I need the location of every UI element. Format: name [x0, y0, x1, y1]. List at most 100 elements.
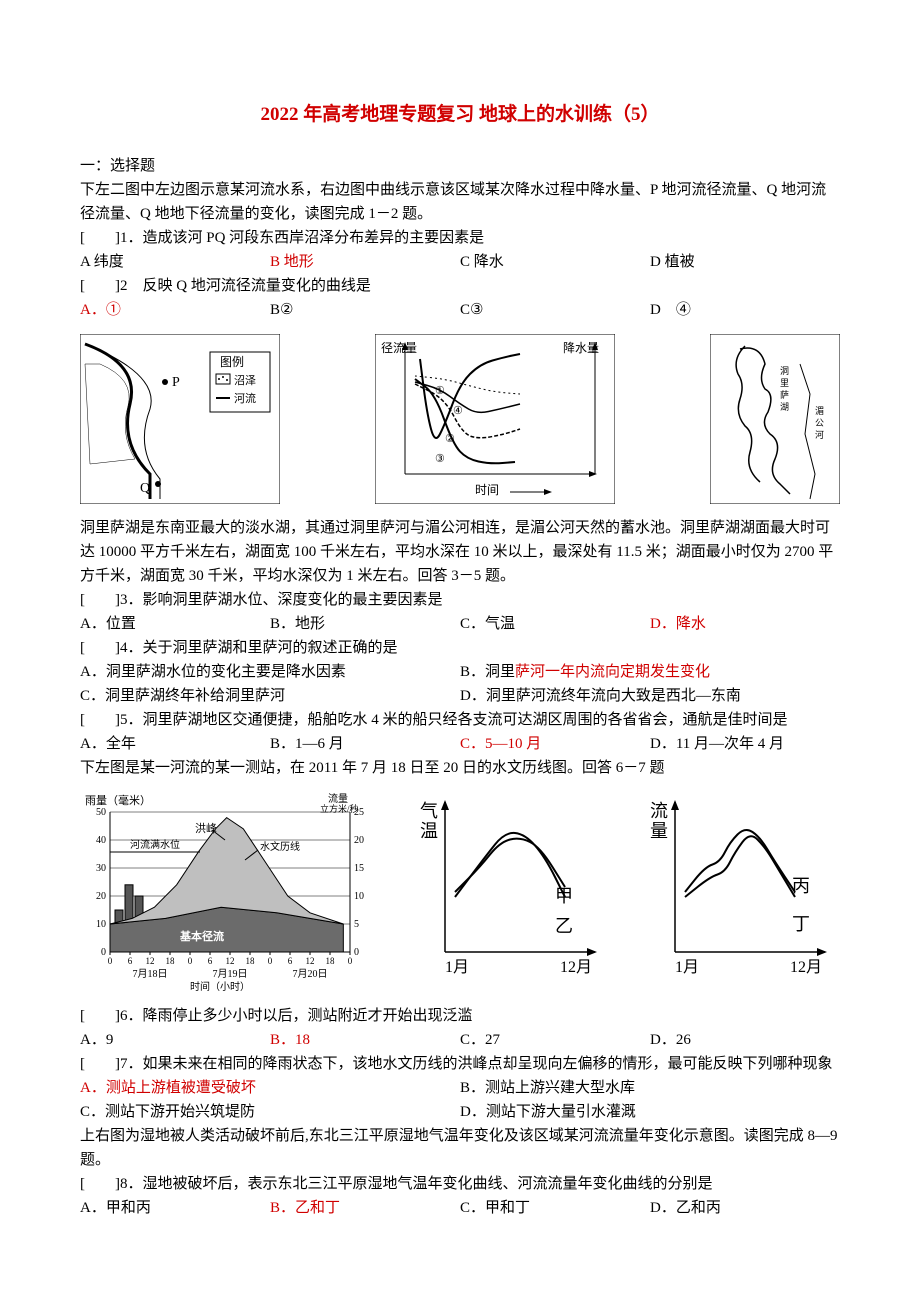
figures-q6-8: 雨量（毫米） 流量 立方米/秒 01020304050 0510152025 河…: [80, 792, 840, 992]
svg-text:12月: 12月: [790, 959, 822, 976]
q6-options: A．9 B．18 C．27 D．26: [80, 1028, 840, 1052]
q6-b: B．18: [270, 1028, 460, 1052]
svg-text:①: ①: [435, 385, 445, 397]
svg-text:乙: 乙: [555, 916, 573, 936]
svg-text:公: 公: [815, 418, 824, 428]
q4-cd: C．洞里萨湖终年补给洞里萨河 D．洞里萨河流终年流向大致是西北—东南: [80, 684, 840, 708]
svg-text:降水量: 降水量: [563, 341, 599, 355]
svg-text:时间: 时间: [475, 483, 499, 497]
svg-text:7月20日: 7月20日: [293, 968, 328, 980]
svg-text:③: ③: [435, 453, 445, 465]
svg-text:0: 0: [108, 956, 113, 966]
svg-text:河: 河: [815, 429, 824, 440]
q7-c: C．测站下游开始兴筑堤防: [80, 1100, 460, 1124]
fig-temp-chart: 气 温 甲 乙 1月 12月: [410, 792, 610, 982]
svg-text:温: 温: [420, 821, 438, 841]
q4-c: C．洞里萨湖终年补给洞里萨河: [80, 684, 460, 708]
svg-text:6: 6: [128, 956, 133, 966]
svg-text:1月: 1月: [675, 959, 699, 976]
svg-text:0: 0: [268, 956, 273, 966]
q1: [ ]1．造成该河 PQ 河段东西岸沼泽分布差异的主要因素是: [80, 226, 840, 250]
q2-b: B②: [270, 298, 460, 322]
svg-text:10: 10: [96, 919, 106, 930]
svg-text:20: 20: [96, 891, 106, 902]
q8-a: A．甲和丙: [80, 1196, 270, 1220]
q4-ab: A．洞里萨湖水位的变化主要是降水因素 B．洞里萨河一年内流向定期发生变化: [80, 660, 840, 684]
q5: [ ]5．洞里萨湖地区交通便捷，船舶吃水 4 米的船只经各支流可达湖区周围的各省…: [80, 708, 840, 732]
fig-runoff-curves: 径流量 降水量 时间 ① ④ ② ③: [375, 334, 615, 504]
svg-text:12: 12: [226, 956, 235, 966]
svg-text:甲: 甲: [555, 886, 573, 906]
svg-text:雨量（毫米）: 雨量（毫米）: [85, 793, 151, 807]
q1-options: A 纬度 B 地形 C 降水 D 植被: [80, 250, 840, 274]
svg-text:径流量: 径流量: [381, 341, 417, 355]
svg-text:丁: 丁: [792, 914, 810, 934]
q3-b: B．地形: [270, 612, 460, 636]
svg-text:湄: 湄: [815, 406, 824, 416]
fig-hydrograph: 雨量（毫米） 流量 立方米/秒 01020304050 0510152025 河…: [80, 792, 380, 992]
svg-text:基本径流: 基本径流: [179, 929, 224, 943]
svg-text:0: 0: [101, 947, 106, 958]
q6-a: A．9: [80, 1028, 270, 1052]
fig-lake-map: 洞 里 萨 湖 湄 公 河: [710, 334, 840, 504]
q2-options: A．① B② C③ D ④: [80, 298, 840, 322]
svg-text:30: 30: [96, 863, 106, 874]
q3-options: A．位置 B．地形 C．气温 D．降水: [80, 612, 840, 636]
svg-text:里: 里: [780, 378, 789, 388]
svg-text:15: 15: [354, 863, 364, 874]
q2-a: A．①: [80, 298, 270, 322]
q3-c: C．气温: [460, 612, 650, 636]
q5-c: C．5—10 月: [460, 732, 650, 756]
svg-text:洞: 洞: [780, 366, 789, 376]
svg-text:沼泽: 沼泽: [234, 373, 256, 387]
svg-text:1月: 1月: [445, 959, 469, 976]
svg-text:0: 0: [348, 956, 353, 966]
q5-d: D．11 月—次年 4 月: [650, 732, 840, 756]
svg-text:0: 0: [188, 956, 193, 966]
intro-q3-5: 洞里萨湖是东南亚最大的淡水湖，其通过洞里萨河与湄公河相连，是湄公河天然的蓄水池。…: [80, 516, 840, 588]
q7-d: D．测站下游大量引水灌溉: [460, 1100, 840, 1124]
svg-text:Q: Q: [140, 481, 150, 496]
intro-q6-7: 下左图是某一河流的某一测站，在 2011 年 7 月 18 日至 20 日的水文…: [80, 756, 840, 780]
svg-text:18: 18: [166, 956, 176, 966]
q3-d: D．降水: [650, 612, 840, 636]
q4-b: B．洞里萨河一年内流向定期发生变化: [460, 660, 840, 684]
svg-text:7月18日: 7月18日: [133, 968, 168, 980]
svg-text:6: 6: [288, 956, 293, 966]
q6: [ ]6．降雨停止多少小时以后，测站附近才开始出现泛滥: [80, 1004, 840, 1028]
svg-text:18: 18: [246, 956, 256, 966]
svg-text:25: 25: [354, 807, 364, 818]
svg-text:河流: 河流: [234, 391, 256, 405]
svg-text:水文历线: 水文历线: [260, 840, 300, 853]
q4-d: D．洞里萨河流终年流向大致是西北—东南: [460, 684, 840, 708]
q8: [ ]8．湿地被破坏后，表示东北三江平原湿地气温年变化曲线、河流流量年变化曲线的…: [80, 1172, 840, 1196]
q3: [ ]3．影响洞里萨湖水位、深度变化的最主要因素是: [80, 588, 840, 612]
q2-d: D ④: [650, 298, 840, 322]
svg-text:流: 流: [650, 801, 668, 821]
q7-a: A．测站上游植被遭受破坏: [80, 1076, 460, 1100]
svg-text:7月19日: 7月19日: [213, 968, 248, 980]
q3-a: A．位置: [80, 612, 270, 636]
q2: [ ]2 反映 Q 地河流径流量变化的曲线是: [80, 274, 840, 298]
svg-text:时间（小时）: 时间（小时）: [190, 980, 250, 992]
q6-d: D．26: [650, 1028, 840, 1052]
svg-text:12月: 12月: [560, 959, 592, 976]
svg-text:6: 6: [208, 956, 213, 966]
fig-river-map: P Q 图例 沼泽 河流: [80, 334, 280, 504]
q1-a: A 纬度: [80, 250, 270, 274]
q8-d: D．乙和丙: [650, 1196, 840, 1220]
q8-b: B．乙和丁: [270, 1196, 460, 1220]
q4: [ ]4．关于洞里萨湖和里萨河的叙述正确的是: [80, 636, 840, 660]
svg-text:0: 0: [354, 947, 359, 958]
q7-b: B．测站上游兴建大型水库: [460, 1076, 840, 1100]
svg-text:P: P: [172, 375, 180, 390]
q1-b: B 地形: [270, 250, 460, 274]
svg-text:50: 50: [96, 807, 106, 818]
svg-text:河流满水位: 河流满水位: [130, 838, 180, 851]
svg-text:5: 5: [354, 919, 359, 930]
svg-text:④: ④: [453, 405, 463, 417]
svg-text:40: 40: [96, 835, 106, 846]
q5-b: B．1—6 月: [270, 732, 460, 756]
q2-c: C③: [460, 298, 650, 322]
svg-text:湖: 湖: [780, 402, 789, 412]
